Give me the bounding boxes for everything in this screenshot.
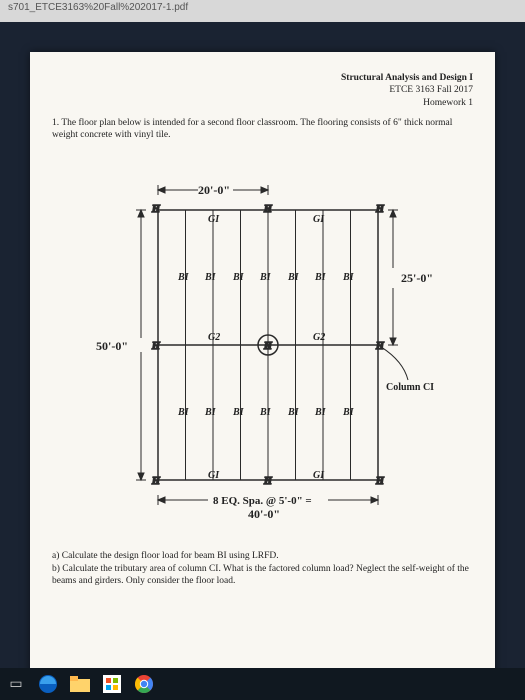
questions: a) Calculate the design floor load for b… — [52, 550, 473, 588]
problem-number: 1. — [52, 118, 59, 128]
svg-text:BI: BI — [232, 272, 245, 283]
svg-text:BI: BI — [204, 272, 217, 283]
svg-text:H: H — [263, 476, 273, 487]
svg-text:H: H — [151, 476, 161, 487]
problem-text: The floor plan below is intended for a s… — [52, 118, 452, 140]
taskbar: ▭ — [0, 668, 525, 700]
address-bar: s701_ETCE3163%20Fall%202017-1.pdf — [0, 0, 525, 22]
girder-mid-l: G2 — [208, 332, 220, 343]
svg-text:GI: GI — [313, 470, 325, 481]
svg-text:H: H — [263, 204, 273, 215]
svg-text:BI: BI — [259, 407, 272, 418]
svg-text:BI: BI — [314, 272, 327, 283]
girder-top-l: GI — [208, 214, 220, 225]
svg-text:BI: BI — [342, 272, 355, 283]
question-b: Calculate the tributary area of column C… — [52, 564, 469, 587]
course-title: Structural Analysis and Design I — [341, 73, 473, 83]
homework-label: Homework 1 — [423, 98, 473, 108]
folder-icon[interactable] — [68, 672, 92, 696]
left-dim: 50'-0" — [96, 339, 128, 353]
svg-text:H: H — [263, 341, 273, 352]
document-page: Structural Analysis and Design I ETCE 31… — [30, 52, 495, 682]
column-label: Column CI — [386, 382, 434, 393]
svg-text:BI: BI — [232, 407, 245, 418]
question-a: Calculate the design floor load for beam… — [62, 551, 279, 561]
svg-text:BI: BI — [204, 407, 217, 418]
svg-text:GI: GI — [313, 214, 325, 225]
chrome-icon[interactable] — [132, 672, 156, 696]
svg-text:H: H — [375, 204, 385, 215]
beam-label: BI — [177, 272, 190, 283]
svg-text:GI: GI — [208, 470, 220, 481]
top-dim: 20'-0" — [198, 183, 230, 197]
svg-text:BI: BI — [259, 272, 272, 283]
page-header: Structural Analysis and Design I ETCE 31… — [52, 72, 473, 109]
bottom-note1: 8 EQ. Spa. @ 5'-0" = — [213, 495, 312, 507]
tasks-icon[interactable]: ▭ — [4, 672, 28, 696]
svg-text:G2: G2 — [313, 332, 325, 343]
bottom-note2: 40'-0" — [248, 507, 280, 521]
svg-text:BI: BI — [177, 407, 190, 418]
edge-icon[interactable] — [36, 672, 60, 696]
svg-text:H: H — [151, 204, 161, 215]
store-icon[interactable] — [100, 672, 124, 696]
problem-statement: 1. The floor plan below is intended for … — [52, 117, 473, 142]
svg-text:BI: BI — [342, 407, 355, 418]
svg-text:BI: BI — [314, 407, 327, 418]
right-dim: 25'-0" — [401, 271, 433, 285]
svg-text:H: H — [151, 341, 161, 352]
svg-text:BI: BI — [287, 272, 300, 283]
course-code: ETCE 3163 Fall 2017 — [389, 85, 473, 95]
svg-text:H: H — [375, 476, 385, 487]
floor-plan-diagram: H H H H H H H H H BI BI BI BI BI — [78, 150, 448, 540]
svg-text:BI: BI — [287, 407, 300, 418]
